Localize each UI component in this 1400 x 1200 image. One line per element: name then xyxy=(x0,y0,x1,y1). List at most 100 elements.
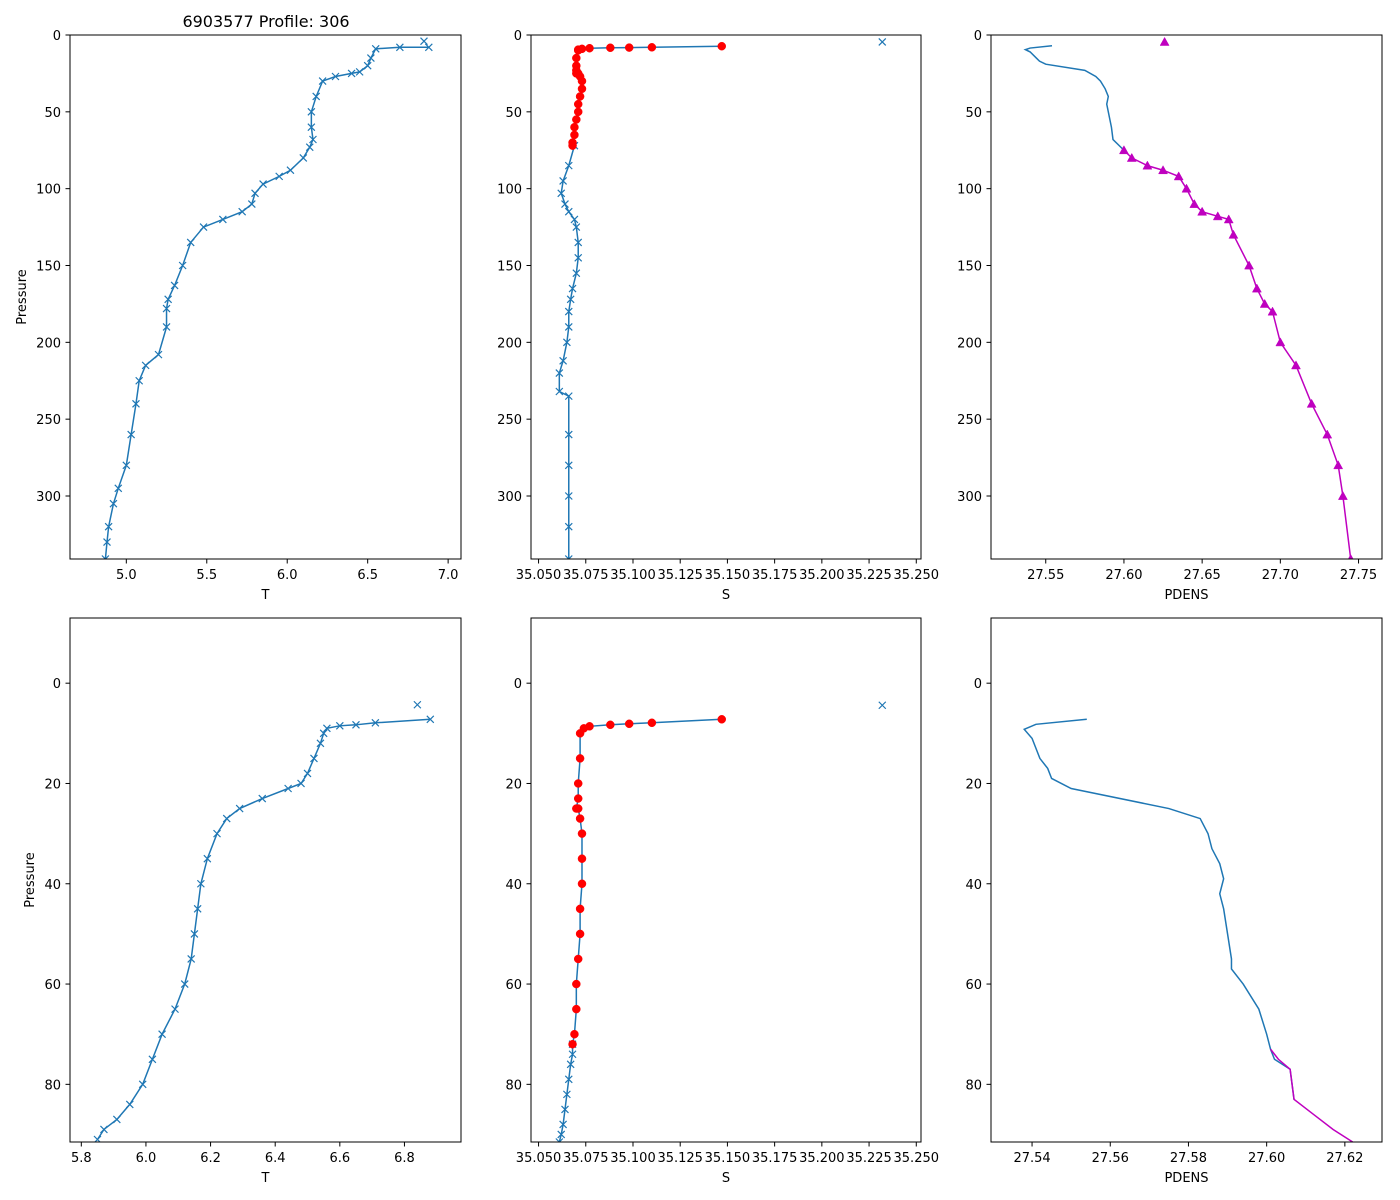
pdens-flagged-triangle-marker xyxy=(1337,490,1348,500)
t-x-marker xyxy=(158,1030,167,1039)
t-x-marker xyxy=(122,461,131,470)
pdens-flagged-triangle-marker xyxy=(1322,429,1333,439)
s-good-x-marker xyxy=(572,223,581,232)
x-tick-label: 27.58 xyxy=(1170,1151,1207,1166)
y-tick-label: 200 xyxy=(957,336,982,351)
y-tick-label: 40 xyxy=(965,878,982,893)
t-x-marker xyxy=(235,804,244,813)
pdens-flagged-triangle-marker xyxy=(1189,199,1200,208)
s-flagged-point xyxy=(575,814,585,823)
t-x-marker xyxy=(164,295,173,304)
s-good-x-marker xyxy=(566,295,575,304)
x-tick-label: 35.075 xyxy=(563,568,609,583)
x-tick-label: 35.125 xyxy=(657,568,703,583)
plot-area xyxy=(555,701,887,1142)
s-flagged-point xyxy=(573,107,583,117)
s-good-x-marker xyxy=(559,1120,568,1129)
t-x-marker xyxy=(170,281,179,290)
t-x-marker xyxy=(305,143,314,152)
y-tick-label: 80 xyxy=(965,1078,982,1093)
s-good-x-marker xyxy=(564,392,573,401)
y-tick-label: 40 xyxy=(44,878,61,893)
panel-top-right-density: 27.55 27.60 27.65 27.70 27.75 0 50 100 150 200 250… xyxy=(957,29,1383,603)
axes-frame xyxy=(990,617,1383,1143)
t-x-marker xyxy=(112,1115,121,1124)
y-tick-label: 60 xyxy=(505,978,522,993)
pdens-flagged-triangle-marker xyxy=(1173,171,1184,181)
y-tick-label: 50 xyxy=(44,106,61,121)
x-tick-label: 35.225 xyxy=(846,1151,892,1166)
panel-top-left-temperature: 5.0 5.5 6.0 6.5 7.0 0 50 100 150 200 250 300 T Pressu… xyxy=(15,29,462,603)
t-x-marker xyxy=(199,223,208,232)
pdens-flagged-triangle-marker xyxy=(1291,360,1301,370)
t-x-marker xyxy=(307,107,316,116)
x-axis-label: S xyxy=(722,588,730,603)
panel-bottom-middle-salinity: 35.050 35.075 35.100 35.125 35.150 35.175 35.2… xyxy=(505,617,939,1186)
s-flagged-point xyxy=(573,46,583,55)
x-tick-label: 7.0 xyxy=(438,568,459,583)
y-tick-label: 20 xyxy=(965,777,982,792)
x-axis-label: T xyxy=(261,588,270,603)
t-x-marker xyxy=(299,154,308,162)
t-x-marker xyxy=(284,784,293,793)
s-good-x-marker xyxy=(562,1090,571,1099)
pdens-surface-triangle-marker xyxy=(1159,36,1170,46)
y-tick-label: 300 xyxy=(36,490,61,505)
s-flagged-point xyxy=(606,43,615,53)
axes-frame xyxy=(990,34,1383,560)
x-tick-label: 27.70 xyxy=(1262,568,1299,583)
s-good-x-marker xyxy=(555,1138,564,1142)
t-x-marker xyxy=(371,718,380,727)
x-tick-label: 35.175 xyxy=(752,568,798,583)
plot-area xyxy=(101,37,433,559)
t-x-marker xyxy=(138,1080,147,1089)
pdens-flagged-triangle-marker xyxy=(1181,183,1192,193)
y-tick-label: 300 xyxy=(497,490,522,505)
pdens-flagged-triangle-marker xyxy=(1228,229,1239,239)
y-tick-label: 200 xyxy=(497,336,522,351)
x-tick-label: 35.075 xyxy=(563,1151,609,1166)
pdens-flagged-triangle-marker xyxy=(1267,306,1278,316)
x-tick-label: 27.65 xyxy=(1184,568,1221,583)
t-x-marker xyxy=(424,43,433,52)
s-flagged-point xyxy=(573,779,583,788)
t-x-marker xyxy=(275,172,284,181)
t-x-marker xyxy=(259,180,268,188)
y-tick-label: 0 xyxy=(514,29,522,44)
t-surface-x-marker xyxy=(413,700,422,709)
t-x-marker xyxy=(178,261,187,270)
s-flagged-point xyxy=(577,84,587,94)
t-x-marker xyxy=(203,854,212,863)
x-tick-label: 27.60 xyxy=(1248,1151,1285,1166)
x-tick-label: 35.200 xyxy=(799,568,845,583)
x-tick-label: 35.225 xyxy=(846,568,892,583)
x-tick-label: 27.75 xyxy=(1340,568,1377,583)
s-flagged-point xyxy=(577,854,587,863)
s-flagged-point xyxy=(624,43,634,52)
x-tick-label: 35.050 xyxy=(516,568,562,583)
pdens-flagged-triangle-marker xyxy=(1158,165,1168,175)
x-tick-label: 27.62 xyxy=(1326,1151,1363,1166)
t-x-marker xyxy=(103,538,111,547)
t-x-marker xyxy=(222,814,231,823)
s-good-x-marker xyxy=(564,461,573,470)
y-tick-label: 250 xyxy=(957,413,982,428)
y-tick-label: 40 xyxy=(505,878,522,893)
t-x-marker xyxy=(187,955,196,963)
s-flagged-point xyxy=(568,141,577,150)
s-flagged-point xyxy=(624,719,634,729)
s-flagged-point xyxy=(575,754,585,763)
pdens-flagged-triangle-marker xyxy=(1306,398,1317,408)
plot-area xyxy=(555,37,887,559)
t-x-marker xyxy=(162,304,171,313)
s-flagged-point xyxy=(570,1029,579,1039)
t-x-marker xyxy=(355,67,364,76)
y-tick-label: 100 xyxy=(957,183,982,198)
t-x-marker xyxy=(426,715,435,724)
t-x-marker xyxy=(171,1005,179,1014)
x-tick-label: 35.250 xyxy=(894,568,940,583)
y-tick-label: 0 xyxy=(974,29,982,44)
axes-frame xyxy=(530,34,922,560)
s-flagged-point xyxy=(573,794,583,803)
